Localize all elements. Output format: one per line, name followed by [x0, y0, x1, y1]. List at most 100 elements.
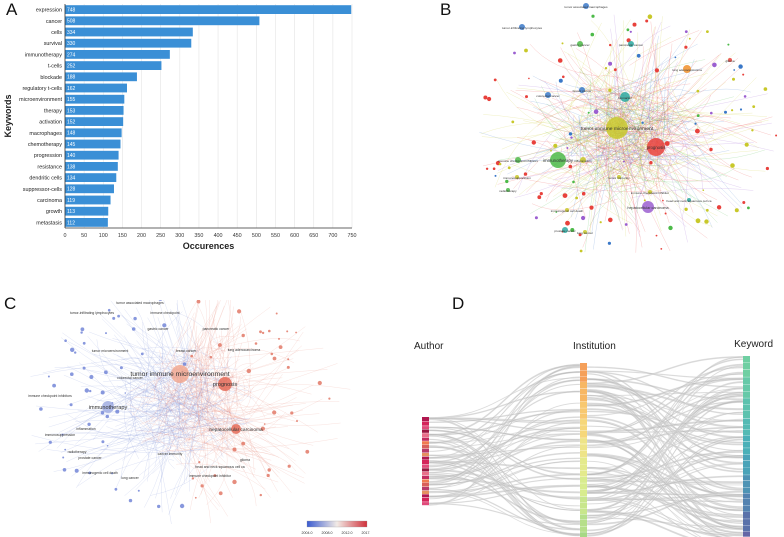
network-edge [612, 134, 687, 228]
overlay-node [246, 368, 251, 374]
overlay-edge [206, 300, 219, 432]
sankey-author-node [422, 453, 429, 457]
overlay-edge [163, 385, 305, 484]
overlay-node [259, 493, 262, 497]
overlay-edge [243, 426, 268, 436]
overlay-edge [223, 398, 255, 478]
network-edge [575, 84, 652, 220]
network-edge [624, 181, 627, 237]
overlay-edge [151, 352, 164, 365]
network-node [493, 78, 497, 82]
sankey-institution-node [580, 502, 587, 509]
overlay-edge [165, 364, 195, 373]
overlay-node [89, 389, 92, 393]
overlay-edge [198, 378, 240, 498]
network-edge [605, 81, 625, 172]
network-edge [578, 116, 704, 137]
overlay-edge [71, 370, 184, 477]
network-edge [534, 98, 601, 175]
overlay-edge [227, 360, 234, 378]
overlay-edge [171, 447, 275, 456]
overlay-node [48, 440, 52, 444]
overlay-edge [158, 432, 272, 461]
overlay-node [124, 392, 127, 394]
x-tick-label: 350 [194, 233, 203, 239]
overlay-edge [194, 406, 264, 437]
overlay-edge [87, 428, 169, 436]
network-edge [568, 132, 718, 217]
overlay-edge [188, 375, 208, 492]
overlay-edge [53, 417, 187, 472]
overlay-edge [186, 373, 235, 458]
network-edge [563, 64, 671, 162]
overlay-edge [172, 376, 210, 457]
network-edge [598, 152, 624, 230]
overlay-edge [157, 371, 172, 380]
overlay-edge [31, 435, 202, 453]
category-label: regulatory t-cells [22, 86, 62, 92]
sankey-institution-node [580, 514, 587, 520]
bar-value-label: 134 [67, 176, 76, 182]
network-edge [674, 149, 765, 160]
overlay-edge [146, 374, 268, 403]
network-edge [593, 114, 664, 186]
network-edge [592, 127, 598, 196]
network-edge [552, 134, 657, 181]
network-edge [597, 149, 641, 156]
overlay-edge [177, 300, 221, 423]
overlay-edge [87, 395, 180, 418]
overlay-edge [117, 394, 172, 415]
network-node [562, 227, 568, 233]
network-edge [553, 162, 638, 185]
sankey-author-node [422, 502, 429, 506]
network-edge [542, 96, 567, 117]
network-edge [615, 112, 715, 159]
overlay-edge [202, 404, 341, 426]
network-edge [621, 21, 662, 127]
network-edge [637, 93, 680, 136]
network-node [583, 230, 587, 234]
overlay-edge [160, 346, 205, 362]
network-edge [667, 61, 678, 144]
overlay-edge [144, 381, 158, 398]
overlay-edge [190, 330, 202, 398]
overlay-edge [205, 353, 215, 406]
network-node [528, 77, 530, 80]
overlay-edge [142, 345, 205, 405]
network-edge [604, 95, 614, 115]
overlay-node [52, 383, 56, 388]
network-edge [622, 20, 624, 125]
chart-y-axis-label: Keywords [3, 94, 13, 137]
category-label: progression [34, 153, 62, 159]
overlay-node [218, 343, 222, 347]
network-node [492, 167, 496, 170]
overlay-edge [124, 380, 154, 431]
overlay-edge [212, 314, 235, 439]
category-label: activation [39, 120, 62, 126]
network-label: pancreatic cancer [619, 43, 643, 47]
network-node [647, 14, 653, 19]
overlay-node [287, 358, 290, 361]
sankey-institution-node [580, 532, 587, 537]
overlay-edge [35, 418, 248, 445]
network-edge [552, 119, 688, 220]
network-edge [619, 29, 690, 186]
network-edge [642, 167, 735, 183]
overlay-node [278, 337, 280, 340]
network-label: immunogenic cell death [551, 209, 584, 213]
network-node [728, 58, 732, 62]
network-edge [598, 108, 698, 147]
overlay-edge [208, 300, 226, 425]
overlay-edge [123, 335, 182, 464]
network-edge [571, 115, 582, 218]
overlay-edge [132, 431, 204, 451]
sankey-flows [428, 356, 744, 537]
network-edge [606, 146, 699, 182]
network-node [684, 207, 688, 211]
network-edge [589, 186, 642, 227]
overlay-edge [241, 372, 251, 412]
overlay-label: lung adenocarcinoma [228, 348, 261, 352]
network-edge [584, 85, 614, 253]
network-edge [672, 77, 757, 165]
overlay-edge [174, 369, 328, 382]
